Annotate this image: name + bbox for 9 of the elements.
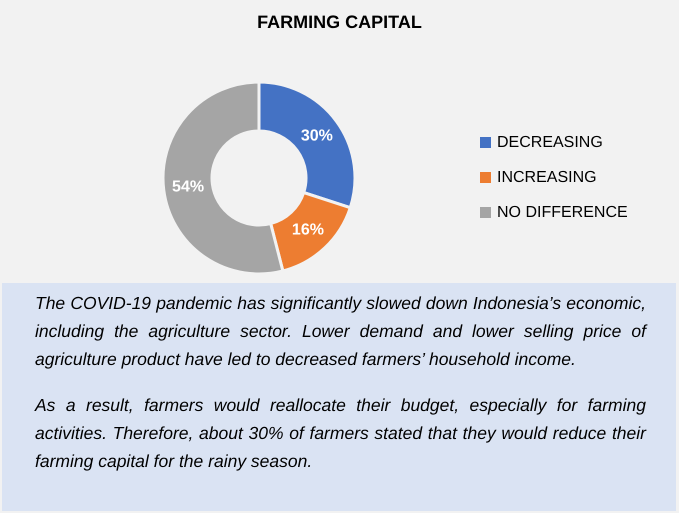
chart-title: FARMING CAPITAL bbox=[256, 12, 423, 33]
data-label: 54% bbox=[172, 178, 204, 196]
legend-label: DECREASING bbox=[497, 134, 603, 152]
text: The COVID-19 pandemic has significantly slowed down Indonesia’s economic, including the agriculture sector. Lower demand and lower selling price of agriculture product have led to decreased farmers’ household income. bbox=[35, 292, 646, 371]
legend-label: INCREASING bbox=[497, 168, 597, 186]
data-label: 16% bbox=[292, 222, 324, 239]
legend-label: NO DIFFERENCE bbox=[497, 204, 628, 222]
data-label: 30% bbox=[300, 127, 333, 144]
text: As a result, farmers would reallocate their budget, especially for farming activities. Therefore, about 30% of farmers stated that they would reduce their farming capital for the rainy season. bbox=[35, 394, 646, 473]
